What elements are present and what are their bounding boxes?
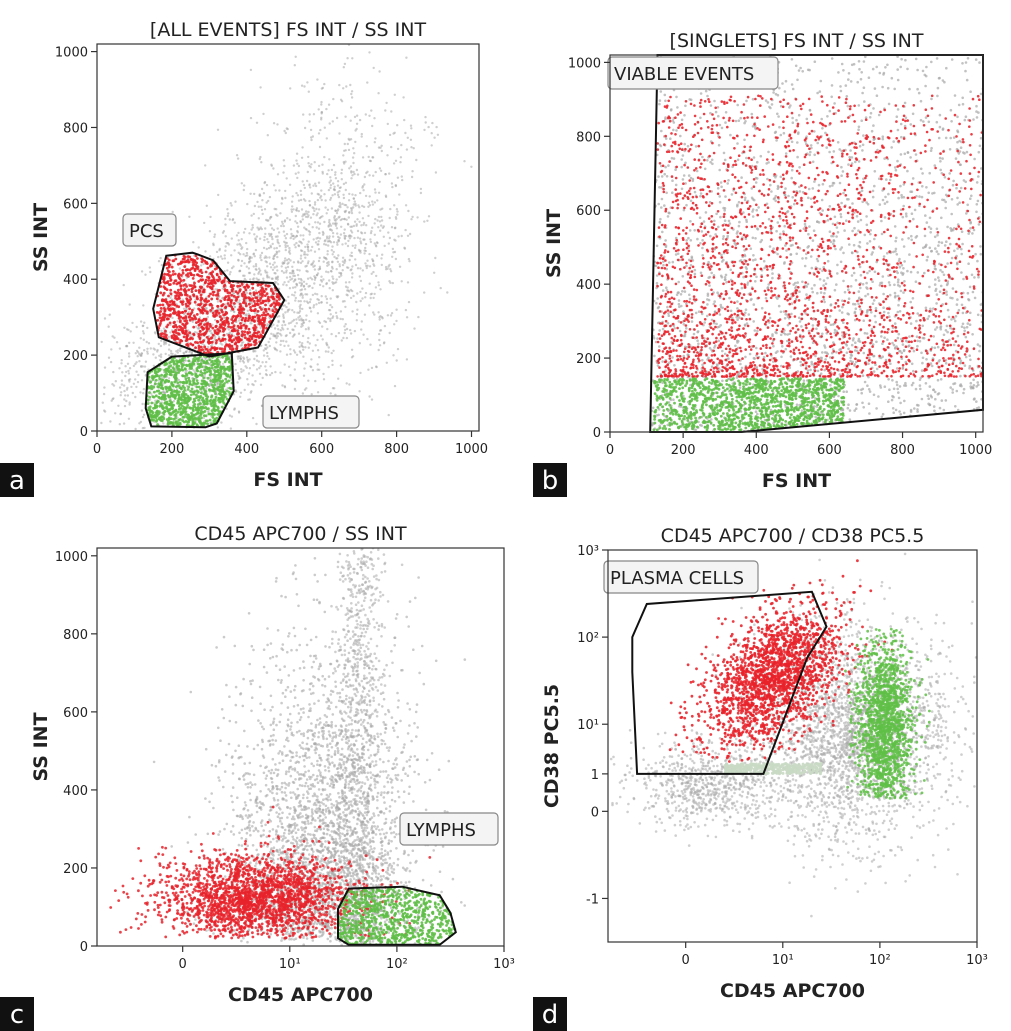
x-tick-label: 0 [606, 443, 614, 458]
x-axis-label: CD45 APC700 [720, 980, 865, 1002]
gate-label-text: LYMPHS [406, 820, 476, 841]
y-axis-label: SS INT [30, 203, 52, 272]
plot-frame [607, 549, 978, 943]
x-tick-label: 400 [234, 442, 259, 457]
panel-letter-text: c [10, 1000, 24, 1030]
x-tick-label: 0 [179, 957, 187, 972]
y-tick-label: 0 [80, 940, 88, 955]
y-tick-label: 800 [576, 130, 601, 145]
x-axis-label: FS INT [762, 470, 831, 492]
x-tick-label: 600 [817, 443, 842, 458]
y-tick-label: 1000 [55, 550, 88, 565]
gate-label-text: LYMPHS [269, 403, 339, 424]
x-tick-label: 10² [869, 953, 891, 968]
y-tick-label: -1 [586, 892, 599, 907]
y-axis-label: SS INT [543, 209, 565, 278]
x-tick-label: 800 [384, 442, 409, 457]
x-axis-label: FS INT [253, 469, 322, 491]
x-tick-label: 400 [744, 443, 769, 458]
gate-label-text: VIABLE EVENTS [614, 64, 754, 85]
y-tick-label: 400 [63, 784, 88, 799]
panel-letter: a [0, 463, 34, 497]
y-tick-label: 1000 [55, 46, 88, 61]
panel-title: CD45 APC700 / SS INT [194, 523, 407, 545]
event-dots [649, 55, 983, 432]
x-axis-label: CD45 APC700 [228, 984, 373, 1006]
x-tick-label: 0 [93, 442, 101, 457]
panel-title: [ALL EVENTS] FS INT / SS INT [150, 19, 427, 41]
y-tick-label: 400 [576, 278, 601, 293]
panel-letter: d [533, 997, 567, 1031]
y-tick-label: 10¹ [577, 718, 599, 733]
plot-frame [609, 54, 984, 433]
panel-a: [ALL EVENTS] FS INT / SS INT PCS LYMPHS 0 20… [0, 19, 488, 497]
y-tick-label: 10² [577, 631, 599, 646]
panel-letter: b [533, 463, 567, 497]
x-tick-label: 1000 [455, 442, 488, 457]
y-tick-label: 600 [576, 204, 601, 219]
gate-lymphs [144, 352, 235, 429]
panel-b: [SINGLETS] FS INT / SS INT VIABLE EVENTS 0… [533, 30, 992, 497]
event-dots [100, 44, 473, 431]
gate-label-text: PLASMA CELLS [610, 568, 744, 589]
gate-lymphs [337, 885, 457, 946]
y-tick-label: 800 [63, 121, 88, 136]
panel-title: CD45 APC700 / CD38 PC5.5 [661, 525, 925, 547]
panel-title: [SINGLETS] FS INT / SS INT [670, 30, 924, 52]
y-tick-label: 200 [63, 862, 88, 877]
gate-plasma-cells [631, 590, 828, 775]
x-tick-label: 1000 [959, 443, 992, 458]
panel-letter-text: b [542, 466, 559, 496]
y-tick-label: 400 [63, 273, 88, 288]
x-tick-label: 600 [309, 442, 334, 457]
plot-frame [96, 547, 505, 947]
y-axis-label: SS INT [30, 712, 52, 781]
y-tick-label: 10³ [577, 544, 599, 559]
panel-d: CD45 APC700 / CD38 PC5.5 PLASMA CELLS 0 10¹… [533, 525, 988, 1031]
gate-label: VIABLE EVENTS [607, 56, 779, 90]
x-tick-label: 10³ [493, 957, 515, 972]
x-tick-label: 10³ [966, 953, 988, 968]
y-tick-label: 1 [591, 768, 599, 783]
x-tick-label: 200 [671, 443, 696, 458]
gate-pcs [152, 251, 286, 358]
y-tick-label: 1000 [568, 56, 601, 71]
y-tick-label: 0 [591, 805, 599, 820]
y-axis-label: CD38 PC5.5 [541, 684, 563, 808]
x-tick-label: 800 [890, 443, 915, 458]
y-tick-label: 200 [63, 349, 88, 364]
y-tick-label: 800 [63, 628, 88, 643]
gate-label: PCS [122, 213, 177, 247]
panel-c: CD45 APC700 / SS INT LYMPHS 0 10¹ 10² 10³ 0 200… [0, 523, 515, 1031]
gate-label: LYMPHS [262, 395, 360, 429]
x-tick-label: 0 [682, 953, 690, 968]
y-tick-label: 0 [593, 426, 601, 441]
x-tick-label: 10² [386, 957, 408, 972]
x-tick-label: 200 [159, 442, 184, 457]
x-tick-label: 10¹ [772, 953, 794, 968]
gate-label: LYMPHS [399, 812, 499, 846]
x-tick-label: 10¹ [279, 957, 301, 972]
y-tick-label: 0 [80, 425, 88, 440]
panel-letter: c [0, 997, 34, 1031]
plot-frame [96, 43, 480, 432]
gate-label: PLASMA CELLS [603, 560, 759, 594]
event-dots [109, 548, 477, 946]
panel-letter-text: d [542, 1000, 559, 1030]
event-dots [609, 550, 977, 918]
panel-letter-text: a [9, 466, 25, 496]
gate-label-text: PCS [129, 221, 164, 242]
y-tick-label: 600 [63, 197, 88, 212]
y-tick-label: 200 [576, 352, 601, 367]
y-tick-label: 600 [63, 706, 88, 721]
